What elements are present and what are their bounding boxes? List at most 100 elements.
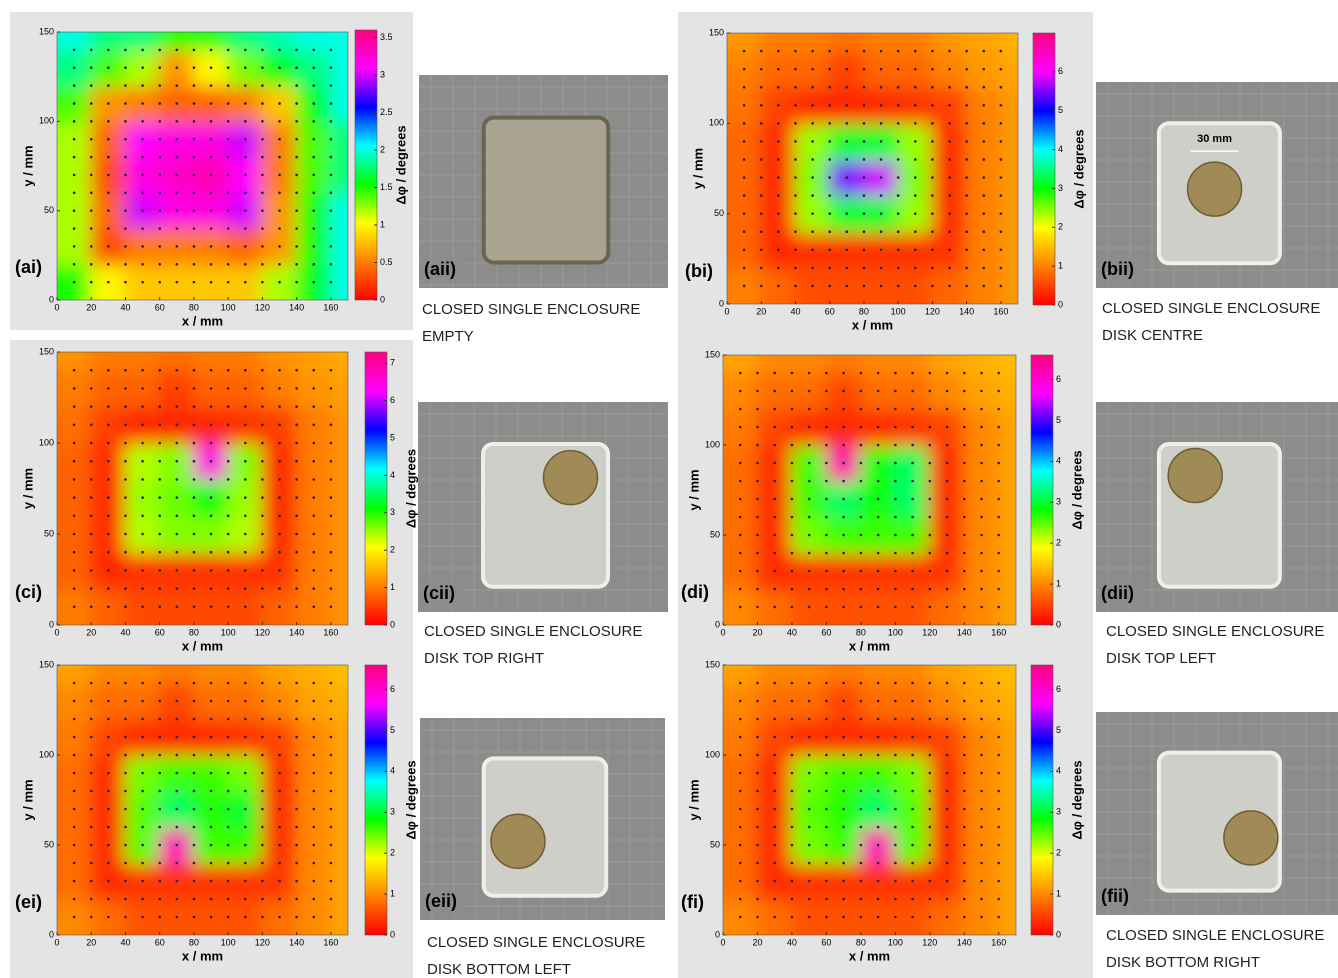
measurement-dot bbox=[244, 700, 247, 703]
measurement-dot bbox=[760, 140, 763, 143]
measurement-dot bbox=[295, 209, 298, 212]
measurement-dot bbox=[210, 862, 213, 865]
measurement-dot bbox=[278, 790, 281, 793]
measurement-dot bbox=[743, 176, 746, 179]
measurement-dot bbox=[739, 390, 742, 393]
measurement-dot bbox=[193, 405, 196, 408]
measurement-dot bbox=[791, 390, 794, 393]
measurement-dot bbox=[808, 426, 811, 429]
measurement-dot bbox=[295, 405, 298, 408]
measurement-dot bbox=[244, 102, 247, 105]
measurement-dot bbox=[929, 552, 932, 555]
measurement-dot bbox=[997, 862, 1000, 865]
measurement-dot bbox=[825, 444, 828, 447]
measurement-dot bbox=[911, 462, 914, 465]
measurement-dot bbox=[312, 174, 315, 177]
measurement-dot bbox=[193, 66, 196, 69]
measurement-dot bbox=[261, 862, 264, 865]
measurement-dot bbox=[946, 790, 949, 793]
caption: DISK CENTRE bbox=[1102, 327, 1203, 344]
heatmap bbox=[702, 626, 1054, 956]
colorbar bbox=[1031, 665, 1053, 935]
measurement-dot bbox=[295, 281, 298, 284]
x-tick-label: 160 bbox=[323, 302, 338, 312]
measurement-dot bbox=[929, 606, 932, 609]
measurement-dot bbox=[946, 390, 949, 393]
measurement-dot bbox=[739, 844, 742, 847]
measurement-dot bbox=[107, 245, 110, 248]
measurement-dot bbox=[312, 478, 315, 481]
measurement-dot bbox=[261, 718, 264, 721]
measurement-dot bbox=[227, 587, 230, 590]
measurement-dot bbox=[330, 682, 333, 685]
measurement-dot bbox=[90, 736, 93, 739]
measurement-dot bbox=[842, 426, 845, 429]
measurement-dot bbox=[846, 104, 849, 107]
measurement-dot bbox=[141, 808, 144, 811]
measurement-dot bbox=[963, 862, 966, 865]
measurement-dot bbox=[330, 49, 333, 52]
measurement-dot bbox=[980, 826, 983, 829]
measurement-dot bbox=[90, 424, 93, 427]
measurement-dot bbox=[825, 498, 828, 501]
measurement-dot bbox=[982, 267, 985, 270]
measurement-dot bbox=[911, 808, 914, 811]
measurement-dot bbox=[791, 898, 794, 901]
measurement-dot bbox=[860, 772, 863, 775]
measurement-dot bbox=[107, 66, 110, 69]
measurement-dot bbox=[791, 372, 794, 375]
measurement-dot bbox=[877, 606, 880, 609]
measurement-dot bbox=[860, 534, 863, 537]
measurement-dot bbox=[794, 122, 797, 125]
measurement-dot bbox=[295, 263, 298, 266]
measurement-dot bbox=[193, 156, 196, 159]
measurement-dot bbox=[141, 826, 144, 829]
measurement-dot bbox=[777, 267, 780, 270]
measurement-dot bbox=[929, 444, 932, 447]
measurement-dot bbox=[808, 498, 811, 501]
measurement-dot bbox=[1000, 249, 1003, 252]
measurement-dot bbox=[946, 754, 949, 757]
measurement-dot bbox=[828, 104, 831, 107]
caption: CLOSED SINGLE ENCLOSURE bbox=[427, 934, 645, 951]
measurement-dot bbox=[825, 426, 828, 429]
measurement-dot bbox=[877, 916, 880, 919]
measurement-dot bbox=[261, 174, 264, 177]
measurement-dot bbox=[946, 534, 949, 537]
measurement-dot bbox=[825, 682, 828, 685]
measurement-dot bbox=[261, 369, 264, 372]
measurement-dot bbox=[312, 192, 315, 195]
measurement-dot bbox=[124, 569, 127, 572]
measurement-dot bbox=[278, 227, 281, 230]
measurement-dot bbox=[791, 790, 794, 793]
x-tick-label: 160 bbox=[991, 627, 1006, 637]
measurement-dot bbox=[929, 826, 932, 829]
measurement-dot bbox=[811, 122, 814, 125]
measurement-dot bbox=[794, 194, 797, 197]
measurement-dot bbox=[193, 569, 196, 572]
measurement-dot bbox=[193, 515, 196, 518]
measurement-dot bbox=[312, 700, 315, 703]
measurement-dot bbox=[842, 498, 845, 501]
measurement-dot bbox=[158, 700, 161, 703]
measurement-dot bbox=[860, 498, 863, 501]
measurement-dot bbox=[261, 192, 264, 195]
measurement-dot bbox=[773, 682, 776, 685]
measurement-dot bbox=[773, 790, 776, 793]
x-tick-label: 100 bbox=[221, 302, 236, 312]
measurement-dot bbox=[946, 426, 949, 429]
measurement-dot bbox=[756, 898, 759, 901]
measurement-dot bbox=[124, 405, 127, 408]
measurement-dot bbox=[929, 372, 932, 375]
measurement-dot bbox=[295, 66, 298, 69]
measurement-dot bbox=[963, 588, 966, 591]
measurement-dot bbox=[227, 606, 230, 609]
measurement-dot bbox=[330, 772, 333, 775]
measurement-dot bbox=[877, 718, 880, 721]
measurement-dot bbox=[141, 156, 144, 159]
measurement-dot bbox=[997, 444, 1000, 447]
measurement-dot bbox=[914, 122, 917, 125]
measurement-dot bbox=[73, 245, 76, 248]
measurement-dot bbox=[811, 86, 814, 89]
measurement-dot bbox=[929, 498, 932, 501]
